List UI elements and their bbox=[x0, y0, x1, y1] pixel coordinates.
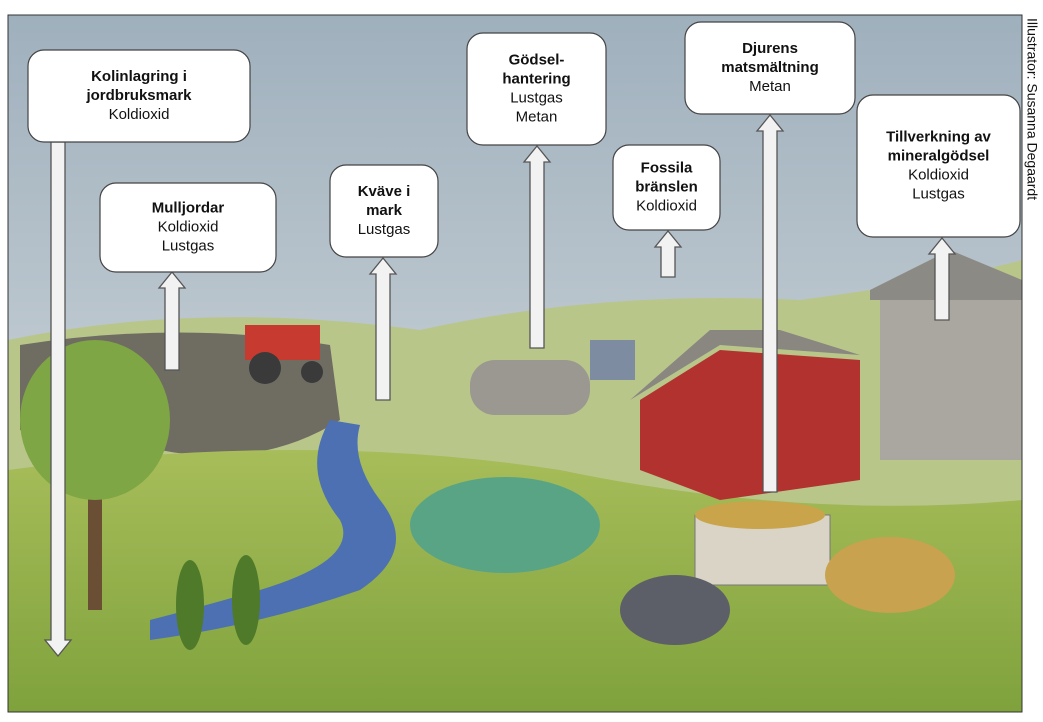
box-title: Djurens bbox=[742, 40, 798, 57]
label-box bbox=[99, 182, 277, 273]
brown-cow bbox=[825, 537, 955, 613]
arrow bbox=[43, 141, 73, 658]
box-title: mark bbox=[366, 202, 403, 219]
tanker-tractor bbox=[590, 340, 635, 380]
gas-label: Metan bbox=[749, 78, 791, 95]
biogas-tank bbox=[410, 477, 600, 573]
arrow bbox=[522, 144, 552, 349]
label-box bbox=[466, 32, 607, 146]
barn bbox=[640, 350, 860, 500]
box-title: Tillverkning av bbox=[886, 128, 991, 145]
gas-label: Lustgas bbox=[358, 221, 411, 238]
cypress bbox=[176, 560, 204, 650]
gas-label: Lustgas bbox=[162, 237, 215, 254]
box-title: Mulljordar bbox=[152, 199, 225, 216]
slurry-tanker bbox=[470, 360, 590, 415]
frame bbox=[7, 14, 1023, 713]
tractor-wheel bbox=[301, 361, 323, 383]
arrow bbox=[653, 229, 683, 278]
gas-label: Koldioxid bbox=[908, 166, 969, 183]
river bbox=[150, 420, 396, 640]
gas-label: Lustgas bbox=[510, 89, 563, 106]
box-title: Kolinlagring i bbox=[91, 68, 187, 85]
gas-label: Koldioxid bbox=[109, 106, 170, 123]
silo-building bbox=[880, 290, 1022, 460]
arrow bbox=[927, 236, 957, 321]
box-title: mineralgödsel bbox=[888, 147, 990, 164]
label-box bbox=[27, 49, 251, 143]
label-box bbox=[612, 144, 721, 231]
box-title: Fossila bbox=[641, 159, 693, 176]
label-box bbox=[684, 21, 856, 115]
box-title: bränslen bbox=[635, 178, 698, 195]
cypress bbox=[232, 555, 260, 645]
gas-label: Koldioxid bbox=[636, 197, 697, 214]
arrow bbox=[755, 113, 785, 493]
gas-label: Koldioxid bbox=[158, 218, 219, 235]
box-title: hantering bbox=[502, 70, 570, 87]
hay bbox=[695, 501, 825, 529]
box-title: jordbruksmark bbox=[85, 87, 192, 104]
label-box bbox=[856, 94, 1021, 238]
gas-label: Metan bbox=[516, 108, 558, 125]
gray-cow bbox=[620, 575, 730, 645]
box-title: Gödsel- bbox=[509, 51, 565, 68]
label-box bbox=[329, 164, 439, 258]
credit: Illustrator: Susanna Degaardt bbox=[1024, 18, 1040, 200]
tree-crown bbox=[20, 340, 170, 500]
box-title: matsmältning bbox=[721, 59, 819, 76]
arrow bbox=[157, 270, 187, 371]
gas-label: Lustgas bbox=[912, 185, 965, 202]
box-title: Kväve i bbox=[358, 183, 411, 200]
arrow bbox=[368, 256, 398, 401]
tractor-wheel bbox=[249, 352, 281, 384]
barn-roof bbox=[630, 330, 860, 400]
